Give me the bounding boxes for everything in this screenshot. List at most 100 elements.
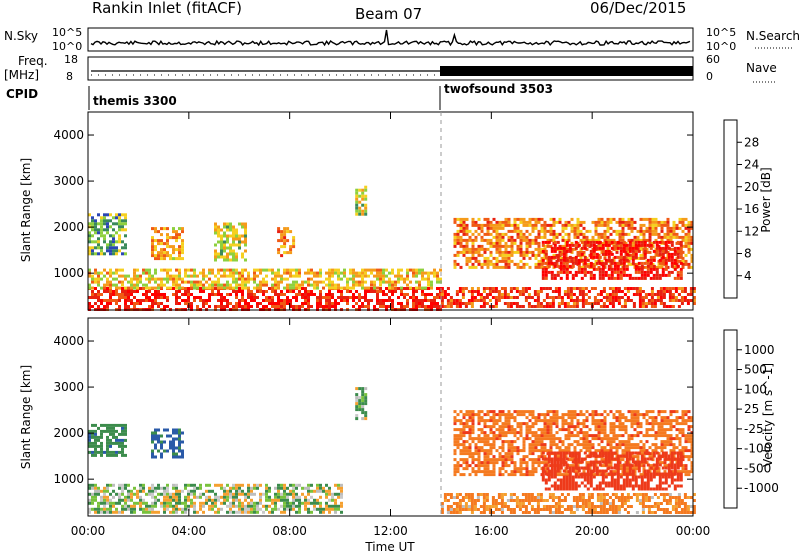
- heatmap-cell: [124, 299, 127, 302]
- heatmap-cell: [325, 271, 328, 275]
- heatmap-cell: [602, 305, 606, 308]
- heatmap-cell: [588, 446, 592, 450]
- heatmap-cell: [653, 305, 657, 308]
- heatmap-cell: [642, 235, 646, 239]
- heatmap-cell: [579, 232, 583, 236]
- heatmap-cell: [626, 299, 630, 302]
- heatmap-cell: [541, 273, 545, 277]
- heatmap-cell: [163, 504, 166, 508]
- heatmap-cell: [283, 299, 286, 302]
- heatmap-cell: [467, 290, 471, 293]
- heatmap-cell: [660, 440, 664, 444]
- heatmap-cell: [193, 486, 196, 490]
- heatmap-cell: [676, 252, 680, 256]
- heatmap-cell: [591, 220, 595, 224]
- heatmap-cell: [181, 239, 184, 243]
- heatmap-cell: [277, 492, 280, 496]
- heatmap-cell: [103, 486, 106, 490]
- heatmap-cell: [106, 429, 109, 433]
- heatmap-cell: [565, 276, 569, 280]
- heatmap-cell: [163, 440, 166, 444]
- heatmap-cell: [142, 283, 145, 287]
- heatmap-cell: [581, 293, 585, 296]
- heatmap-cell: [603, 220, 607, 224]
- heatmap-cell: [103, 305, 106, 308]
- heatmap-cell: [277, 483, 280, 487]
- heatmap-cell: [193, 280, 196, 284]
- heatmap-cell: [456, 241, 460, 245]
- heatmap-cell: [94, 219, 97, 223]
- heatmap-cell: [465, 241, 469, 245]
- heatmap-cell: [670, 261, 674, 265]
- heatmap-cell: [352, 296, 355, 299]
- heatmap-cell: [214, 492, 217, 496]
- heatmap-cell: [568, 249, 572, 253]
- heatmap-cell: [202, 286, 205, 290]
- heatmap-cell: [157, 434, 160, 438]
- heatmap-cell: [654, 265, 658, 269]
- heatmap-cell: [190, 280, 193, 284]
- heatmap-cell: [319, 299, 322, 302]
- heatmap-cell: [516, 232, 520, 236]
- heatmap-cell: [256, 290, 259, 293]
- heatmap-cell: [184, 501, 187, 505]
- heatmap-cell: [430, 302, 433, 305]
- heatmap-cell: [543, 244, 547, 248]
- heatmap-cell: [229, 495, 232, 499]
- heatmap-cell: [310, 305, 313, 308]
- heatmap-cell: [543, 470, 547, 474]
- heatmap-cell: [223, 283, 226, 287]
- heatmap-cell: [346, 283, 349, 287]
- heatmap-cell: [570, 229, 574, 233]
- heatmap-cell: [310, 277, 313, 281]
- heatmap-cell: [331, 293, 334, 296]
- heatmap-cell: [379, 299, 382, 302]
- heatmap-cell: [274, 277, 277, 281]
- heatmap-cell: [558, 232, 562, 236]
- heatmap-cell: [638, 293, 642, 296]
- heatmap-cell: [501, 443, 505, 447]
- heatmap-cell: [190, 286, 193, 290]
- heatmap-cell: [492, 416, 496, 420]
- heatmap-cell: [501, 449, 505, 453]
- heatmap-cell: [651, 220, 655, 224]
- heatmap-cell: [681, 410, 685, 414]
- heatmap-cell: [283, 305, 286, 308]
- heatmap-cell: [498, 244, 502, 248]
- heatmap-cell: [220, 296, 223, 299]
- heatmap-cell: [506, 305, 510, 308]
- heatmap-cell: [489, 443, 493, 447]
- heatmap-cell: [286, 486, 289, 490]
- heatmap-cell: [534, 217, 538, 221]
- heatmap-cell: [534, 431, 538, 435]
- heatmap-cell: [208, 283, 211, 287]
- heatmap-cell: [115, 423, 118, 427]
- heatmap-cell: [666, 226, 670, 230]
- heatmap-cell: [501, 226, 505, 230]
- heatmap-cell: [598, 255, 602, 259]
- heatmap-cell: [589, 243, 593, 247]
- heatmap-cell: [364, 280, 367, 284]
- heatmap-cell: [262, 283, 265, 287]
- heatmap-cell: [358, 299, 361, 302]
- heatmap-cell: [489, 244, 493, 248]
- heatmap-cell: [546, 238, 550, 242]
- heatmap-cell: [157, 230, 160, 234]
- heatmap-cell: [217, 483, 220, 487]
- heatmap-cell: [687, 238, 691, 242]
- heatmap-cell: [681, 220, 685, 224]
- heatmap-cell: [495, 458, 499, 462]
- heatmap-cell: [471, 428, 475, 432]
- heatmap-cell: [121, 504, 124, 508]
- heatmap-cell: [646, 243, 650, 247]
- heatmap-cell: [298, 305, 301, 308]
- heatmap-cell: [615, 220, 619, 224]
- heatmap-cell: [627, 449, 631, 453]
- heatmap-cell: [238, 274, 241, 278]
- heatmap-cell: [319, 507, 322, 511]
- heatmap-cell: [651, 449, 655, 453]
- heatmap-cell: [537, 259, 541, 263]
- heatmap-cell: [247, 489, 250, 493]
- heatmap-cell: [583, 264, 587, 268]
- heatmap-cell: [605, 305, 609, 308]
